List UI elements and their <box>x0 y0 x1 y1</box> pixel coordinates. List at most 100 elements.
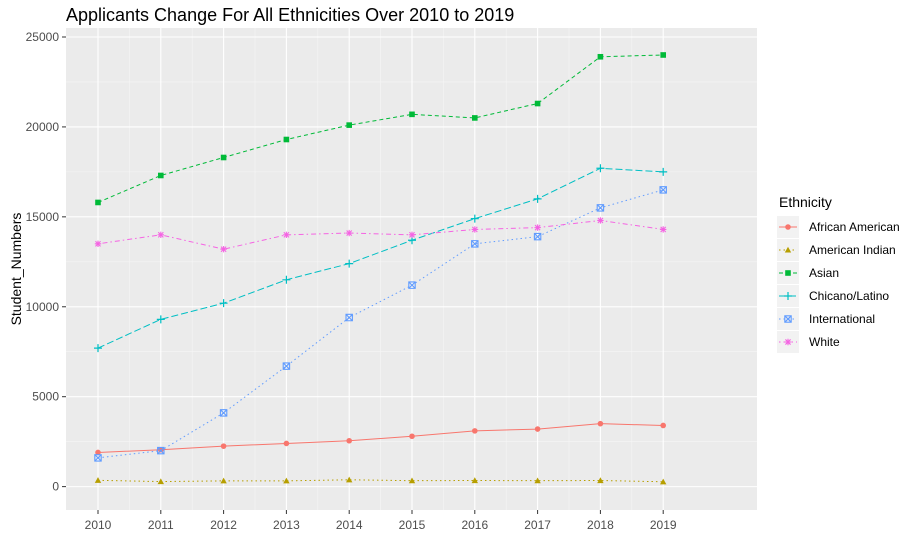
data-point-white <box>157 231 164 239</box>
x-tick-label: 2016 <box>461 518 488 532</box>
series-american-indian <box>94 476 667 485</box>
data-point-international <box>596 204 605 212</box>
data-point-asian <box>95 199 101 206</box>
legend-label: International <box>809 312 875 326</box>
data-point-african-american <box>220 443 227 449</box>
legend-key-marker <box>784 315 792 323</box>
data-point-asian <box>472 115 478 121</box>
data-point-international <box>471 240 479 248</box>
data-point-african-american <box>472 428 478 434</box>
data-point-white <box>597 217 604 224</box>
data-point-african-american <box>597 420 604 427</box>
data-point-american-indian <box>408 477 416 484</box>
y-tick-label: 0 <box>52 480 59 494</box>
legend-key-marker <box>785 224 791 230</box>
data-point-chicano-latino <box>345 259 354 268</box>
legend-label: Asian <box>809 266 839 280</box>
data-point-american-indian <box>597 477 604 484</box>
x-tick-label: 2019 <box>650 518 677 532</box>
y-tick-label: 20000 <box>26 120 60 134</box>
series-line-african-american <box>97 423 664 453</box>
data-point-african-american <box>534 426 541 432</box>
legend-item-asian: Asian <box>777 262 839 284</box>
series-african-american <box>95 420 666 456</box>
x-tick-label: 2013 <box>273 518 300 532</box>
x-tick-label: 2017 <box>524 518 551 532</box>
series-international <box>94 186 667 462</box>
x-tick-label: 2015 <box>399 518 426 532</box>
series-asian <box>95 52 666 206</box>
data-point-african-american <box>660 422 666 429</box>
x-tick-label: 2018 <box>587 518 614 532</box>
chart-title: Applicants Change For All Ethnicities Ov… <box>66 5 515 25</box>
data-point-white <box>220 246 227 253</box>
series-layer <box>94 52 668 485</box>
data-point-american-indian <box>157 478 164 485</box>
data-point-white <box>660 226 667 233</box>
data-point-american-indian <box>94 477 102 483</box>
legend-item-chicano-latino: Chicano/Latino <box>777 285 889 307</box>
data-point-asian <box>220 154 227 161</box>
data-point-chicano-latino <box>219 299 228 308</box>
legend-label: White <box>809 335 840 349</box>
series-line-chicano-latino <box>97 167 664 349</box>
data-point-white <box>346 229 353 237</box>
x-tick-label: 2012 <box>210 518 237 532</box>
legend-key-marker <box>785 270 791 276</box>
data-point-white <box>534 224 541 231</box>
legend-item-american-indian: American Indian <box>777 239 896 261</box>
series-line-international <box>97 189 664 459</box>
data-point-asian <box>409 111 415 118</box>
legend-item-international: International <box>777 308 875 330</box>
x-tick-label: 2010 <box>85 518 112 532</box>
data-point-international <box>345 313 353 322</box>
data-point-chicano-latino <box>470 214 479 223</box>
series-white <box>94 217 667 253</box>
data-point-chicano-latino <box>596 164 605 173</box>
data-point-african-american <box>346 437 353 444</box>
data-point-american-indian <box>346 476 353 483</box>
data-point-international <box>408 281 416 289</box>
data-point-american-indian <box>534 477 541 484</box>
data-point-african-american <box>283 440 290 447</box>
data-point-american-indian <box>471 477 478 484</box>
y-tick-label: 10000 <box>26 300 60 314</box>
data-point-american-indian <box>283 477 290 484</box>
data-point-american-indian <box>220 477 227 484</box>
data-point-international <box>282 362 291 370</box>
data-point-white <box>94 240 102 248</box>
legend-key-marker <box>784 292 792 300</box>
data-point-chicano-latino <box>282 275 291 284</box>
data-point-white <box>471 226 478 233</box>
data-point-white <box>408 231 416 239</box>
legend-title: Ethnicity <box>779 194 832 210</box>
data-point-asian <box>158 172 164 179</box>
data-point-african-american <box>95 449 101 456</box>
legend-label: American Indian <box>809 243 896 257</box>
data-point-african-american <box>158 446 164 453</box>
y-tick-label: 5000 <box>32 390 59 404</box>
legend: African American American Indian Asian Chic… <box>777 216 900 353</box>
data-point-african-american <box>409 433 415 440</box>
data-point-american-indian <box>660 478 667 485</box>
data-point-chicano-latino <box>533 194 542 203</box>
data-point-white <box>283 231 290 239</box>
series-line-white <box>97 219 664 250</box>
data-point-international <box>659 186 667 194</box>
data-point-chicano-latino <box>659 167 668 176</box>
legend-label: African American <box>809 220 900 234</box>
legend-item-african-american: African American <box>777 216 900 238</box>
legend-label: Chicano/Latino <box>809 289 889 303</box>
x-tick-label: 2011 <box>148 518 174 532</box>
legend-key-marker <box>784 246 792 253</box>
data-point-chicano-latino <box>156 315 165 324</box>
axes: 0 5000 10000 15000 20000 25000 2010 2011 2012 201… <box>26 30 677 532</box>
series-chicano-latino <box>94 164 668 353</box>
data-point-asian <box>660 52 666 58</box>
y-axis-title: Student_Numbers <box>8 213 24 326</box>
data-point-asian <box>283 136 290 143</box>
data-point-international <box>94 454 102 462</box>
y-tick-label: 25000 <box>26 30 60 44</box>
major-gridlines <box>66 28 757 510</box>
